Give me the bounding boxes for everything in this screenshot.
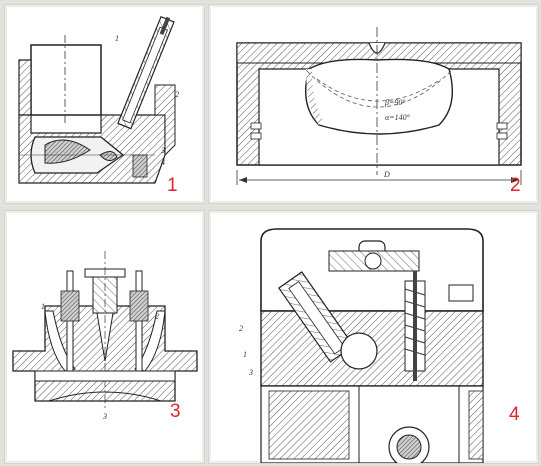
panel-4-label-2: 2 xyxy=(239,324,243,333)
panel-2-label-beta: β=90° xyxy=(384,98,406,107)
panel-3-label-2: 2 xyxy=(155,312,159,321)
panel-1-label-3: 3 xyxy=(160,146,165,155)
panel-2-label-d: D xyxy=(383,170,390,179)
panel-3: 1 2 3 3 xyxy=(4,210,205,464)
panel-4-cylinder-head-assembly: 2 1 3 xyxy=(239,228,484,463)
panel-2-piston-bowl-section: β=90° α=140° D xyxy=(236,27,522,185)
panel-1-label-4: 4 xyxy=(161,158,165,167)
panel-number-4: 4 xyxy=(509,404,520,425)
panel-2-label-alpha: α=140° xyxy=(385,113,411,122)
panel-number-3: 3 xyxy=(170,401,181,422)
panel-4: 2 1 3 4 xyxy=(208,210,539,464)
panel-1-engine-head-section: 1 2 3 4 xyxy=(18,15,179,184)
panel-3-label-3: 3 xyxy=(102,412,107,421)
panel-4-label-3: 3 xyxy=(248,368,253,377)
panel-4-label-1: 1 xyxy=(243,350,247,359)
panel-number-2: 2 xyxy=(510,175,521,196)
panel-number-1: 1 xyxy=(167,175,178,196)
panel-1-label-1: 1 xyxy=(115,34,119,43)
panel-3-label-1: 1 xyxy=(41,302,45,311)
panel-3-valve-section: 1 2 3 xyxy=(12,251,198,421)
panel-2: β=90° α=140° D 2 xyxy=(208,4,539,204)
panel-1-label-2: 2 xyxy=(175,90,179,99)
panel-1: 1 2 3 4 1 xyxy=(4,4,205,204)
